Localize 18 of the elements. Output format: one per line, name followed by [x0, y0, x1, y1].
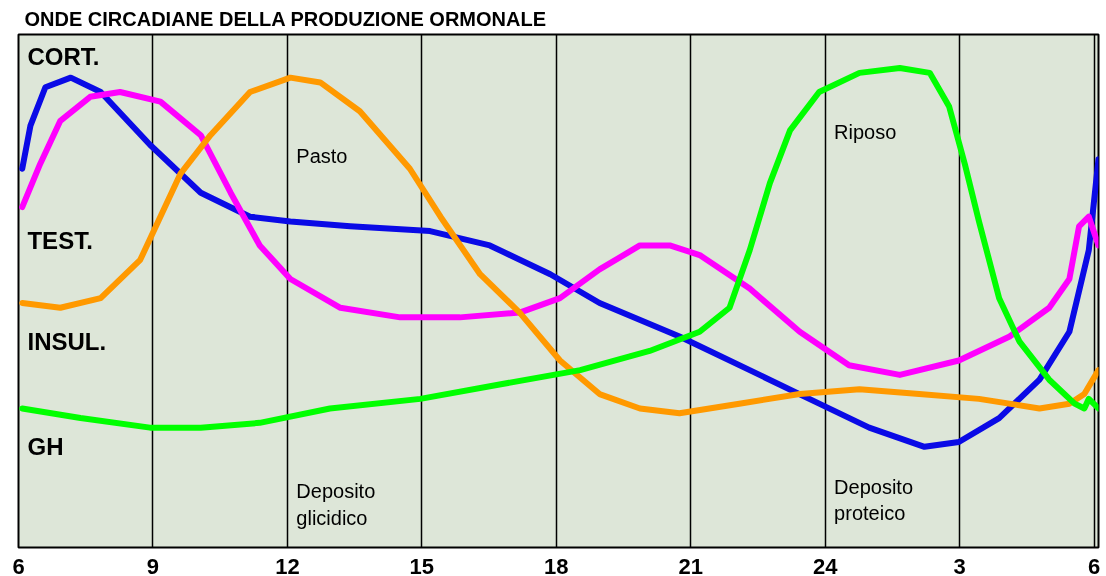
- x-tick-label: 12: [275, 553, 300, 576]
- x-tick-label: 6: [1087, 553, 1101, 576]
- series-label: INSUL.: [27, 327, 107, 355]
- series-label: TEST.: [27, 227, 93, 255]
- x-tick-label: 21: [678, 553, 703, 576]
- x-tick-label: 6: [12, 553, 25, 576]
- annotation: Deposito glicidico: [296, 480, 376, 529]
- series-label: GH: [27, 433, 64, 461]
- x-tick-label: 18: [544, 553, 569, 576]
- chart-title: ONDE CIRCADIANE DELLA PRODUZIONE ORMONALE: [24, 7, 546, 30]
- x-tick-label: 9: [146, 553, 160, 576]
- annotation: Riposo: [834, 120, 897, 143]
- x-tick-label: 24: [812, 553, 839, 576]
- series-label: CORT.: [27, 42, 100, 70]
- annotation: Pasto: [296, 144, 348, 167]
- x-tick-label: 15: [409, 553, 435, 576]
- x-tick-label: 3: [953, 553, 966, 576]
- annotation: Deposito proteico: [834, 475, 914, 524]
